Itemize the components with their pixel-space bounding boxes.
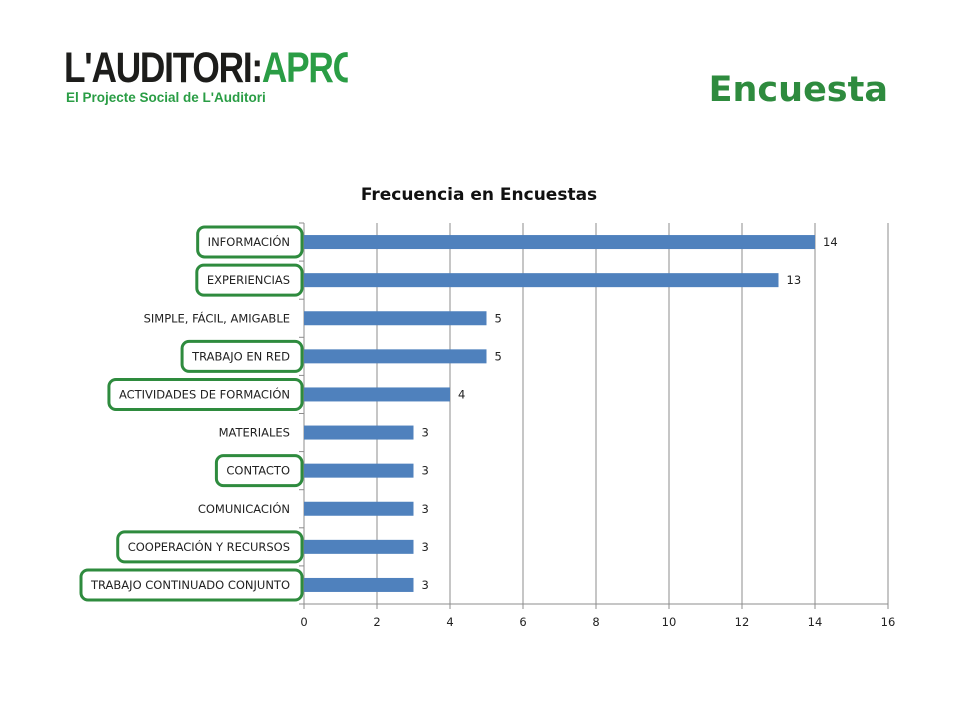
x-tick-label: 6 [519, 615, 526, 629]
bar [304, 387, 450, 402]
category-label: EXPERIENCIAS [207, 273, 290, 287]
bar [304, 539, 414, 554]
category-label: CONTACTO [226, 464, 290, 478]
x-tick-label: 2 [373, 615, 380, 629]
data-label: 3 [422, 578, 429, 592]
bar [304, 577, 414, 592]
category-label: ACTIVIDADES DE FORMACIÓN [119, 386, 290, 401]
data-label: 3 [422, 502, 429, 516]
x-tick-label: 14 [808, 615, 823, 629]
highlight-frame [79, 568, 304, 602]
page-title: Encuesta [708, 70, 888, 110]
logo-subtitle: El Projecte Social de L'Auditori [66, 90, 266, 105]
chart-title: Frecuencia en Encuestas [361, 185, 597, 205]
data-label: 14 [823, 235, 838, 249]
x-tick-label: 10 [662, 615, 677, 629]
highlight-frame [116, 530, 304, 564]
logo-wordmark-green: APROPA [261, 44, 348, 92]
x-tick-label: 4 [446, 615, 453, 629]
category-label: TRABAJO EN RED [191, 349, 290, 363]
data-label: 5 [495, 349, 502, 363]
highlight-frame [107, 377, 304, 411]
category-label: SIMPLE, FÁCIL, AMIGABLE [144, 310, 290, 325]
data-label: 13 [787, 273, 802, 287]
highlight-frame [214, 454, 304, 488]
category-label: COOPERACIÓN Y RECURSOS [128, 539, 290, 554]
data-label: 3 [422, 540, 429, 554]
bar [304, 463, 414, 478]
chart-highlight-frames [79, 225, 304, 602]
bar [304, 235, 815, 250]
chart-bars [304, 235, 815, 592]
data-label: 3 [422, 426, 429, 440]
category-label: INFORMACIÓN [208, 234, 290, 249]
chart-labels: 0 2 4 6 8 10 12 14 16 14 INFORMACIÓN 13 EXPERIENCIAS… [90, 234, 895, 629]
x-tick-label: 16 [881, 615, 896, 629]
highlight-frame [195, 263, 304, 297]
highlight-frame [180, 339, 304, 373]
bar [304, 311, 487, 326]
logo-wordmark: L'AUDITORI:APROPA [64, 44, 348, 92]
bar [304, 425, 414, 440]
bar [304, 501, 414, 516]
category-label: TRABAJO CONTINUADO CONJUNTO [90, 578, 290, 592]
data-label: 5 [495, 311, 502, 325]
x-tick-label: 8 [592, 615, 599, 629]
x-tick-label: 0 [300, 615, 307, 629]
auditori-apropa-logo: L'AUDITORI:APROPA El Projecte Social de … [62, 44, 412, 110]
bar [304, 273, 779, 288]
data-label: 4 [458, 387, 465, 401]
logo-wordmark-dark: L'AUDITORI: [64, 44, 263, 92]
data-label: 3 [422, 464, 429, 478]
category-label: COMUNICACIÓN [198, 501, 290, 516]
category-label: MATERIALES [219, 426, 290, 440]
bar [304, 349, 487, 364]
highlight-frame [196, 225, 304, 259]
x-tick-label: 12 [735, 615, 750, 629]
